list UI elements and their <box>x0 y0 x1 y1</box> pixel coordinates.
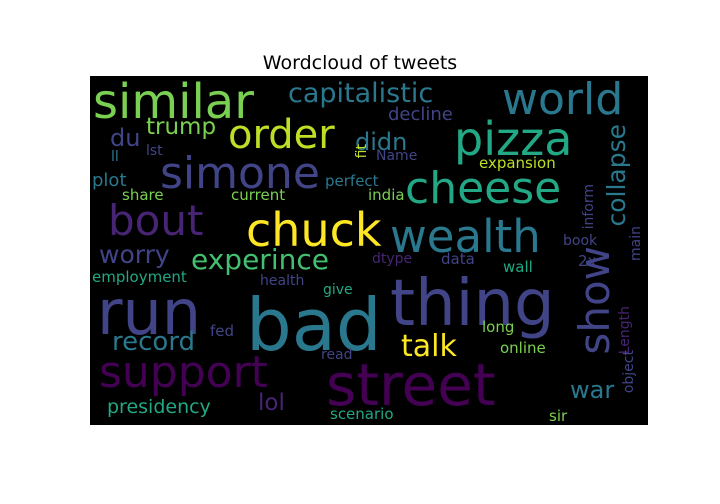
word-world: world <box>502 76 624 125</box>
word-lst: lst <box>146 143 163 159</box>
word-cheese: cheese <box>405 163 562 214</box>
word-experince: experince <box>191 243 329 276</box>
word-fit: fit <box>354 144 370 159</box>
word-war: war <box>570 376 615 404</box>
word-collapse: collapse <box>602 124 631 227</box>
word-record: record <box>112 327 196 357</box>
word-inform: inform <box>581 184 597 230</box>
word-object: object <box>621 350 637 394</box>
word-presidency: presidency <box>107 396 211 418</box>
word-share: share <box>122 186 164 204</box>
word-health: health <box>260 273 305 289</box>
word-online: online <box>500 339 546 357</box>
word-decline: decline <box>388 104 453 125</box>
word-bad: bad <box>246 283 382 367</box>
word-india: india <box>368 186 405 204</box>
word-worry: worry <box>99 240 170 269</box>
word-perfect: perfect <box>325 172 379 190</box>
word-talk: talk <box>401 329 457 364</box>
word-length: Length <box>617 306 633 355</box>
word-expansion: expansion <box>479 154 556 172</box>
word-bout: bout <box>108 196 204 245</box>
word-employment: employment <box>92 268 187 286</box>
word-wall: wall <box>503 258 533 276</box>
word-fed: fed <box>210 322 235 340</box>
word-plot: plot <box>92 170 127 191</box>
word-read: read <box>321 347 353 363</box>
word-book: book <box>563 233 598 249</box>
word-order: order <box>228 112 335 158</box>
word-long: long <box>482 318 515 336</box>
word-didn: didn <box>355 128 408 156</box>
word-data: data <box>441 250 475 268</box>
word-lol: lol <box>258 390 285 416</box>
word-2x: 2x <box>578 252 597 270</box>
word-similar: similar <box>93 76 254 130</box>
word-run: run <box>97 276 202 349</box>
word-ll: ll <box>111 149 119 165</box>
word-sir: sir <box>549 407 568 425</box>
word-name: Name <box>376 148 418 164</box>
word-simone: simone <box>160 148 320 199</box>
wordcloud-canvas: bad thing street run chuck similar wealth chees… <box>90 76 648 425</box>
word-street: street <box>326 351 496 419</box>
word-capitalistic: capitalistic <box>288 78 434 109</box>
word-scenario: scenario <box>330 405 394 423</box>
chart-title: Wordcloud of tweets <box>262 52 458 74</box>
word-wealth: wealth <box>390 210 541 263</box>
word-trump: trump <box>146 114 217 140</box>
word-dtype: dtype <box>372 251 413 267</box>
word-du: du <box>110 124 141 152</box>
word-thing: thing <box>390 267 555 341</box>
word-chuck: chuck <box>246 203 382 257</box>
word-support: support <box>99 347 268 398</box>
word-current: current <box>231 186 286 204</box>
word-main: main <box>628 226 644 261</box>
word-give: give <box>323 282 353 298</box>
word-pizza: pizza <box>454 112 573 166</box>
